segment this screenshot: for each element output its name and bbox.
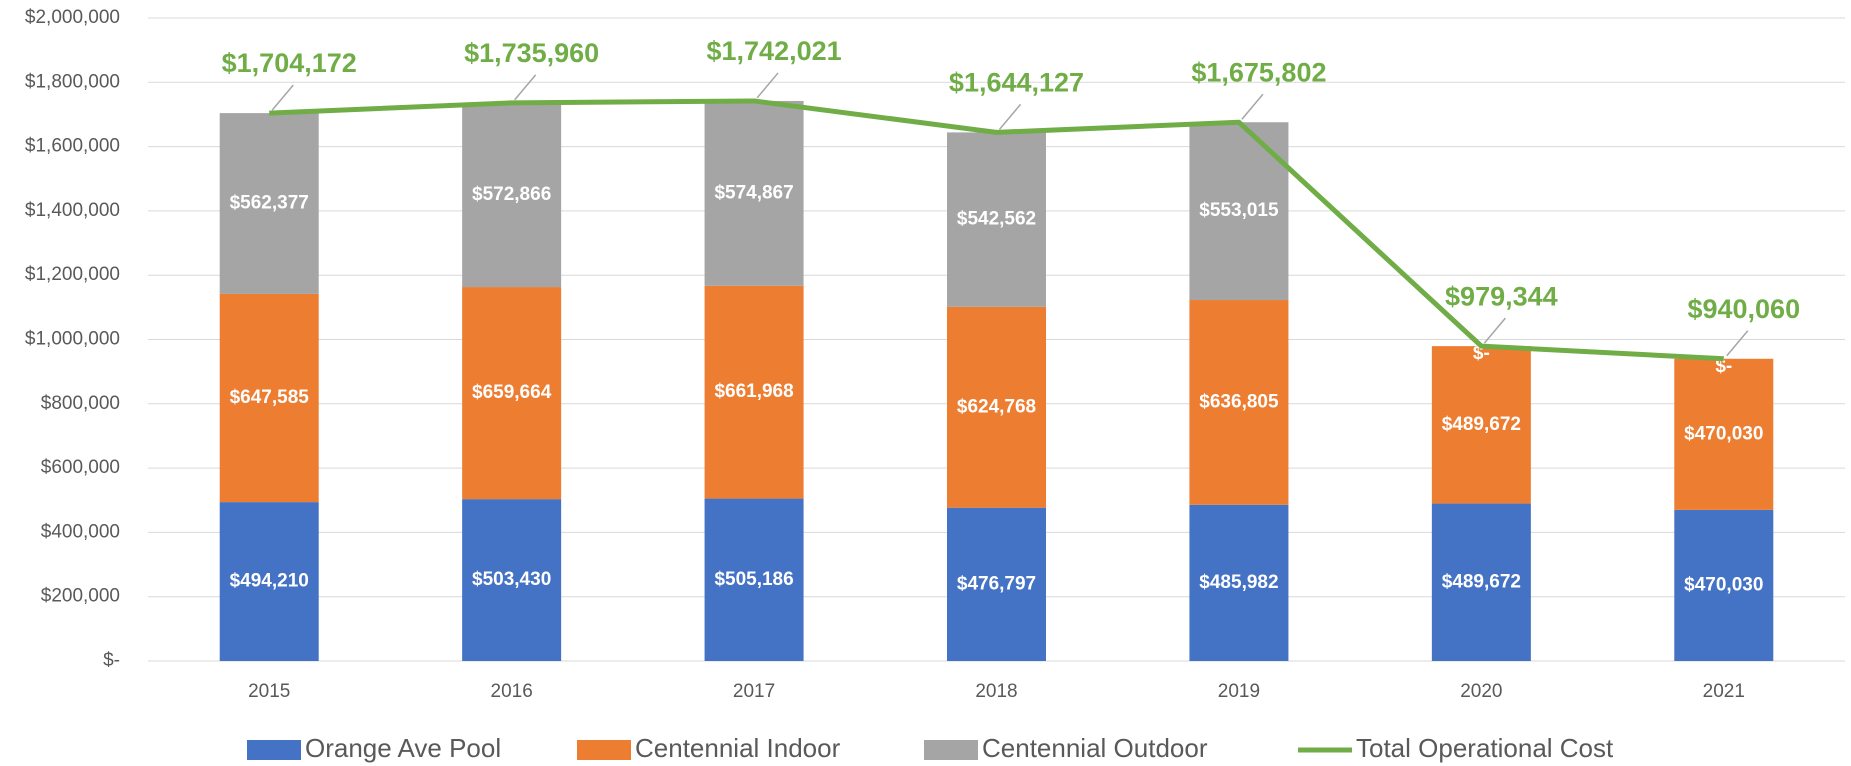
data-label: $661,968 [714, 381, 793, 402]
bar-segment [219, 502, 319, 661]
total-label: $979,344 [1445, 281, 1558, 311]
x-tick-label: 2020 [1460, 681, 1502, 702]
leader-line [998, 103, 1022, 130]
leader-line [271, 84, 294, 111]
leader-line [1726, 330, 1749, 357]
y-tick-label: $400,000 [41, 521, 120, 542]
data-label: $489,672 [1442, 414, 1521, 435]
bar-segment [704, 100, 804, 286]
total-label: $1,742,021 [707, 36, 842, 66]
total-label: $940,060 [1687, 294, 1800, 324]
x-tick-label: 2015 [248, 681, 290, 702]
leader-line [756, 72, 779, 99]
bar-segment [1674, 509, 1774, 661]
total-label: $1,735,960 [464, 38, 599, 68]
data-label: $542,562 [957, 209, 1036, 230]
bar-segment [947, 306, 1046, 508]
data-label: $476,797 [957, 573, 1036, 594]
bar-segment [219, 293, 319, 503]
legend-label: Orange Ave Pool [305, 733, 501, 763]
bar-segment [1189, 504, 1289, 661]
y-tick-label: $2,000,000 [25, 7, 120, 28]
total-label: $1,675,802 [1191, 57, 1326, 87]
bar-segment [219, 113, 319, 294]
y-tick-label: $- [103, 650, 120, 671]
bar-segment [462, 287, 562, 500]
x-tick-label: 2019 [1218, 681, 1260, 702]
y-tick-label: $800,000 [41, 393, 120, 414]
legend-label: Centennial Outdoor [982, 733, 1208, 763]
data-label: $470,030 [1684, 423, 1763, 444]
x-tick-label: 2021 [1703, 681, 1745, 702]
legend-label: Centennial Indoor [635, 733, 841, 763]
legend-swatch [924, 740, 978, 760]
bar-segment [1431, 503, 1531, 661]
bar-segment [947, 132, 1046, 307]
bar-segment [462, 499, 562, 661]
y-tick-label: $1,200,000 [25, 264, 120, 285]
data-label: $503,430 [472, 569, 551, 590]
data-label: $624,768 [957, 396, 1036, 417]
data-label: $485,982 [1199, 572, 1278, 593]
data-label: $636,805 [1199, 391, 1279, 412]
data-label: $647,585 [230, 387, 310, 408]
legend-label: Total Operational Cost [1356, 733, 1614, 763]
bar-segment [704, 498, 804, 661]
y-tick-label: $600,000 [41, 457, 120, 478]
data-label: $505,186 [714, 569, 793, 590]
y-tick-label: $1,800,000 [25, 71, 120, 92]
legend-swatch [247, 740, 301, 760]
data-label: $562,377 [230, 193, 309, 214]
bar-segment [462, 102, 562, 288]
data-label: $659,664 [472, 382, 552, 403]
y-tick-label: $200,000 [41, 586, 120, 607]
bar-segment [947, 507, 1046, 661]
data-label: $470,030 [1684, 574, 1763, 595]
total-label: $1,644,127 [949, 68, 1084, 98]
y-tick-label: $1,400,000 [25, 200, 120, 221]
x-tick-label: 2017 [733, 681, 775, 702]
leader-line [1483, 317, 1506, 344]
y-tick-label: $1,600,000 [25, 136, 120, 157]
legend-swatch [577, 740, 631, 760]
leader-line [1241, 93, 1264, 120]
line-series [269, 98, 1724, 362]
bar-segment [1674, 358, 1774, 510]
bar-segment [1431, 346, 1531, 504]
data-label: $489,672 [1442, 571, 1521, 592]
data-label: $553,015 [1199, 200, 1279, 221]
leader-line [514, 74, 537, 101]
y-tick-label: $1,000,000 [25, 329, 120, 350]
x-tick-label: 2018 [975, 681, 1017, 702]
data-label: $572,866 [472, 184, 551, 205]
bar-segment [704, 285, 804, 499]
x-tick-label: 2016 [491, 681, 533, 702]
total-label: $1,704,172 [222, 48, 357, 78]
data-label: $574,867 [714, 182, 793, 203]
bar-segment [1189, 300, 1289, 505]
data-label: $494,210 [230, 571, 309, 592]
